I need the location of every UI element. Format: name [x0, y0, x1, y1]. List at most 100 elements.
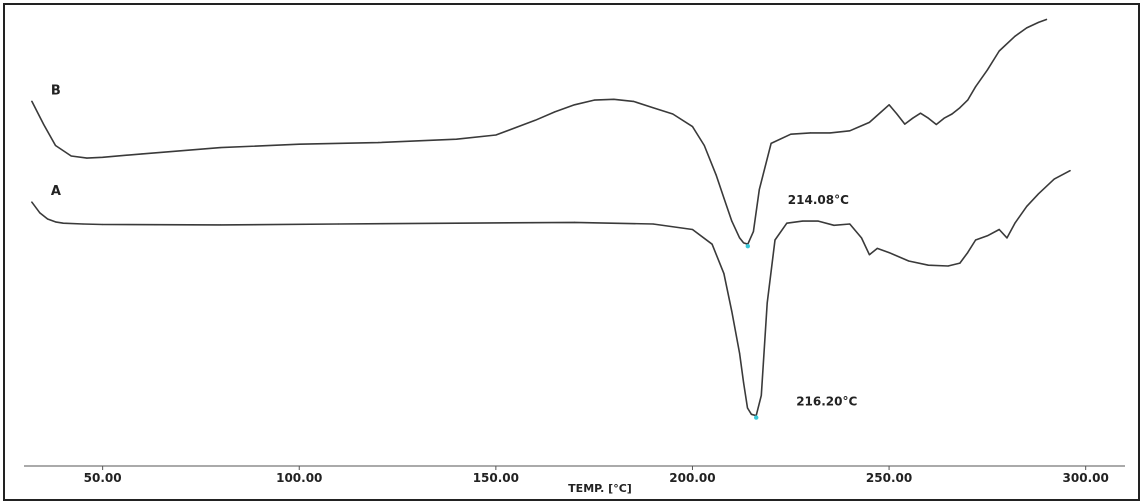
data-point — [912, 117, 914, 119]
data-point — [752, 231, 755, 233]
data-point — [849, 223, 851, 225]
data-point — [908, 260, 910, 262]
data-point — [860, 237, 863, 239]
data-point — [86, 157, 88, 159]
data-point — [959, 262, 961, 264]
data-point — [833, 224, 835, 226]
data-point — [31, 100, 33, 102]
data-point — [338, 223, 340, 225]
data-point — [888, 104, 890, 106]
data-point — [760, 394, 762, 396]
data-point — [1014, 222, 1016, 224]
data-point — [743, 242, 745, 244]
data-point — [959, 107, 961, 109]
data-point — [1006, 237, 1008, 239]
data-point — [766, 302, 768, 304]
data-point — [947, 265, 949, 267]
data-point — [1026, 27, 1028, 29]
data-point — [896, 113, 898, 115]
x-axis-ticks: 50.00 100.00 150.00 200.00 250.00 300.00 — [84, 466, 1109, 485]
data-point — [573, 104, 576, 106]
data-point — [943, 117, 945, 119]
peak-marker — [754, 415, 759, 420]
data-point — [39, 212, 41, 214]
data-point — [554, 111, 556, 113]
data-point — [758, 189, 760, 191]
data-point — [880, 111, 882, 113]
data-point — [790, 133, 792, 135]
data-point — [998, 50, 1000, 52]
data-point — [31, 201, 33, 203]
data-point — [927, 264, 930, 266]
data-point — [817, 220, 819, 222]
data-point — [770, 142, 772, 144]
data-point — [975, 239, 977, 241]
data-point — [43, 123, 45, 126]
data-point — [711, 243, 713, 245]
data-point — [951, 113, 953, 115]
data-point — [975, 86, 977, 88]
data-point — [691, 228, 694, 231]
peak-label: 214.08°C — [788, 193, 849, 207]
data-point — [455, 138, 458, 140]
data-point — [731, 310, 733, 312]
x-tick-label: 200.00 — [669, 471, 715, 485]
data-point — [632, 100, 635, 102]
data-point — [868, 121, 871, 123]
data-point — [102, 156, 104, 158]
data-point — [746, 407, 749, 409]
data-point — [809, 132, 812, 134]
x-tick-label: 300.00 — [1063, 471, 1109, 485]
x-axis-title: TEMP. [°C] — [568, 482, 632, 495]
data-point — [495, 134, 497, 136]
data-point — [102, 223, 104, 226]
data-point — [723, 197, 725, 199]
data-point — [739, 237, 741, 239]
data-point — [829, 132, 831, 134]
data-point — [967, 99, 969, 101]
data-point — [1037, 21, 1040, 23]
data-point — [731, 220, 733, 222]
annotation-layer: 214.08°C 216.20°C — [745, 193, 858, 420]
x-tick-label: 100.00 — [276, 471, 322, 485]
data-point — [998, 228, 1000, 231]
data-point — [534, 119, 536, 121]
data-point — [672, 113, 674, 115]
x-tick-label: 150.00 — [473, 471, 519, 485]
data-point — [298, 143, 300, 145]
data-point — [849, 130, 851, 132]
data-point — [802, 220, 804, 222]
series-label-b: B — [51, 83, 61, 98]
data-point — [220, 224, 222, 226]
data-point — [82, 223, 84, 225]
series-label-a: A — [51, 184, 61, 199]
data-point — [774, 239, 776, 241]
data-point — [715, 174, 717, 176]
data-point — [703, 144, 705, 147]
data-point — [1045, 18, 1047, 21]
data-point — [62, 222, 64, 224]
data-point — [47, 218, 49, 220]
data-point — [691, 126, 694, 128]
data-point — [967, 252, 969, 254]
data-point — [593, 99, 595, 101]
data-point — [786, 222, 788, 224]
data-point — [1069, 170, 1071, 172]
data-point — [220, 147, 222, 149]
data-point — [876, 247, 878, 249]
data-point — [986, 69, 989, 71]
data-point — [54, 144, 57, 147]
peak-label: 216.20°C — [796, 395, 857, 409]
data-point — [377, 142, 379, 144]
data-point — [868, 254, 871, 256]
data-point — [919, 112, 922, 114]
data-point — [1053, 178, 1055, 180]
data-point — [141, 153, 143, 155]
data-point — [54, 221, 57, 223]
data-point — [739, 352, 741, 354]
data-point — [1026, 205, 1028, 207]
data-point — [986, 235, 989, 237]
data-point — [750, 413, 753, 415]
data-point — [904, 123, 906, 125]
